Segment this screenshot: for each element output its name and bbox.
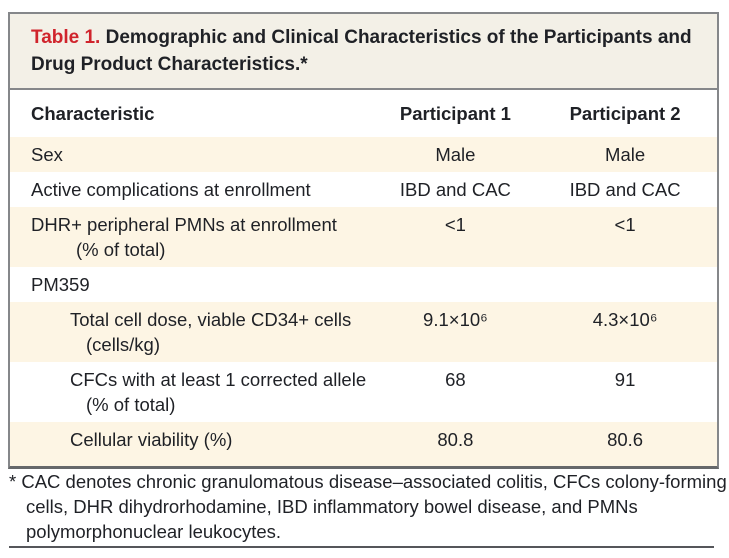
row-label-cell: DHR+ peripheral PMNs at enrollment (% of… bbox=[10, 207, 378, 267]
section-label-cell: PM359 bbox=[10, 267, 717, 302]
row-value-p2: Male bbox=[605, 144, 646, 165]
footnote-text: CAC denotes chronic granulomatous diseas… bbox=[21, 471, 727, 542]
row-label: Total cell dose, viable CD34+ cells bbox=[70, 309, 352, 330]
table-number: Table 1. bbox=[31, 27, 101, 48]
row-label-line2: (% of total) bbox=[86, 394, 176, 415]
row-value-p2: 80.6 bbox=[607, 429, 644, 450]
row-label-cell: Sex bbox=[10, 137, 378, 172]
row-label: Cellular viability (%) bbox=[70, 429, 233, 450]
table-row-active-complications: Active complications at enrollment IBD a… bbox=[10, 172, 717, 207]
table-card: Table 1. Demographic and Clinical Charac… bbox=[8, 12, 719, 469]
column-header-characteristic: Characteristic bbox=[31, 103, 155, 124]
column-header-participant-2: Participant 2 bbox=[569, 103, 681, 124]
footnote: * CAC denotes chronic granulomatous dise… bbox=[9, 469, 729, 544]
row-value-p1: IBD and CAC bbox=[399, 179, 511, 200]
row-label-cell: Total cell dose, viable CD34+ cells (cel… bbox=[10, 302, 378, 362]
row-value-p2: 91 bbox=[614, 369, 636, 390]
row-label-cell: CFCs with at least 1 corrected allele (%… bbox=[10, 362, 378, 422]
characteristics-table: Characteristic Participant 1 Participant… bbox=[10, 90, 717, 466]
row-label: Sex bbox=[31, 144, 63, 165]
row-label-line2: (cells/kg) bbox=[86, 334, 161, 355]
footnote-marker: * bbox=[9, 471, 17, 492]
column-header-participant-1: Participant 1 bbox=[399, 103, 511, 124]
table-row-sex: Sex Male Male bbox=[10, 137, 717, 172]
row-label-cell: Active complications at enrollment bbox=[10, 172, 378, 207]
row-value-p2: <1 bbox=[614, 214, 636, 235]
row-label-line2: (% of total) bbox=[76, 239, 166, 260]
row-value-p1: 9.1×10⁶ bbox=[423, 309, 488, 330]
row-label: DHR+ peripheral PMNs at enrollment bbox=[31, 214, 337, 235]
table-row-cellular-viability: Cellular viability (%) 80.8 80.6 bbox=[10, 422, 717, 466]
table-row-dhr-pmns: DHR+ peripheral PMNs at enrollment (% of… bbox=[10, 207, 717, 267]
table-title-band: Table 1. Demographic and Clinical Charac… bbox=[10, 14, 717, 90]
row-value-p1: 68 bbox=[445, 369, 466, 390]
row-value-p2: IBD and CAC bbox=[569, 179, 681, 200]
table-title-text: Demographic and Clinical Characteristics… bbox=[31, 27, 692, 75]
row-value-p1: <1 bbox=[444, 214, 466, 235]
table-row-total-cell-dose: Total cell dose, viable CD34+ cells (cel… bbox=[10, 302, 717, 362]
row-value-p1: Male bbox=[435, 144, 476, 165]
table-row-cfcs-corrected-allele: CFCs with at least 1 corrected allele (%… bbox=[10, 362, 717, 422]
row-value-p1: 80.8 bbox=[437, 429, 474, 450]
header-row: Characteristic Participant 1 Participant… bbox=[10, 90, 717, 137]
row-label: Active complications at enrollment bbox=[31, 179, 311, 200]
table-section-row-pm359: PM359 bbox=[10, 267, 717, 302]
row-value-p2: 4.3×10⁶ bbox=[592, 309, 658, 330]
section-label: PM359 bbox=[31, 274, 90, 295]
bottom-rule bbox=[9, 546, 714, 548]
row-label: CFCs with at least 1 corrected allele bbox=[70, 369, 367, 390]
row-label-cell: Cellular viability (%) bbox=[10, 422, 378, 466]
